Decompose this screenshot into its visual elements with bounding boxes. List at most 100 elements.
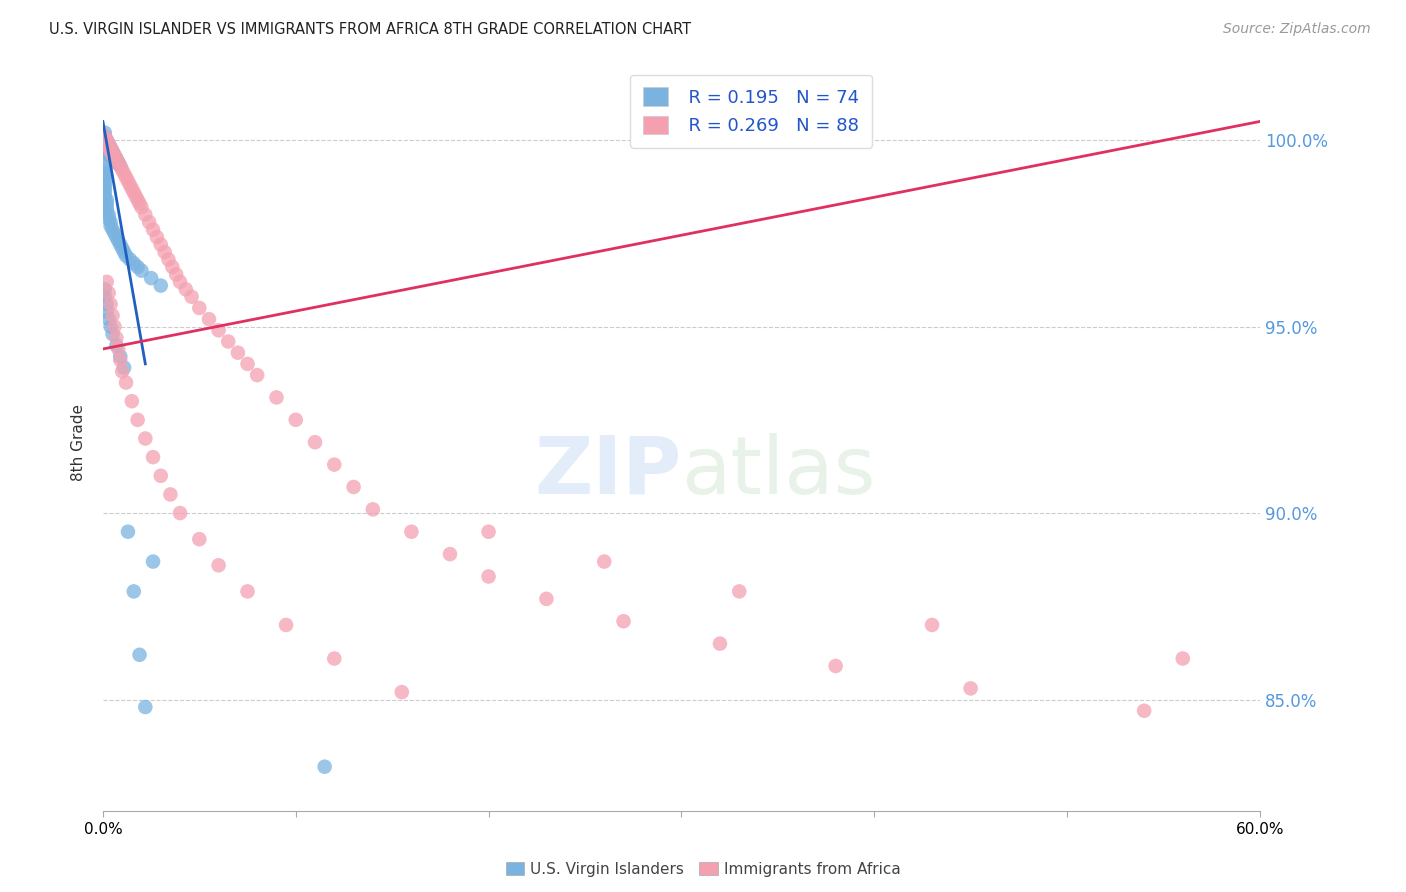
Point (149, 278, 172, 293)
Point (165, 268, 187, 282)
Point (246, 368, 269, 382)
Point (128, 196, 150, 211)
Point (1171, 651, 1194, 665)
Point (107, 234, 129, 248)
Point (94, 136, 117, 151)
Point (612, 614, 634, 628)
Legend:   R = 0.195   N = 74,   R = 0.269   N = 88: R = 0.195 N = 74, R = 0.269 N = 88 (630, 75, 872, 147)
Point (96, 140, 118, 154)
Point (103, 227, 125, 241)
Point (127, 193, 149, 207)
Point (94, 145, 117, 159)
Point (96, 133, 118, 147)
Point (131, 200, 153, 214)
Point (96, 204, 118, 219)
Point (111, 241, 134, 255)
Point (128, 648, 150, 662)
Point (709, 637, 731, 651)
Point (103, 148, 125, 162)
Point (110, 159, 132, 173)
Point (125, 189, 148, 203)
Point (96, 297, 118, 311)
Point (198, 312, 221, 326)
Point (274, 618, 297, 632)
Point (146, 230, 169, 244)
Point (127, 260, 149, 274)
Point (207, 558, 229, 573)
Point (139, 271, 162, 285)
Point (188, 301, 211, 315)
Point (284, 413, 307, 427)
Point (97, 140, 120, 154)
Point (118, 178, 141, 192)
Point (477, 524, 499, 539)
Point (100, 219, 122, 233)
Point (101, 309, 124, 323)
Point (391, 685, 413, 699)
Point (236, 357, 259, 371)
Point (117, 174, 139, 188)
Point (100, 319, 122, 334)
Point (180, 290, 202, 304)
Point (121, 181, 143, 195)
Point (101, 326, 124, 341)
Point (96, 193, 118, 207)
Point (207, 323, 229, 337)
Point (157, 252, 180, 267)
Point (959, 681, 981, 696)
Point (149, 468, 172, 483)
Point (127, 413, 149, 427)
Point (188, 532, 211, 546)
Point (100, 145, 122, 159)
Point (94, 163, 117, 178)
Point (100, 148, 122, 162)
Point (174, 282, 197, 296)
Point (97, 208, 120, 222)
Point (921, 618, 943, 632)
Point (159, 487, 181, 501)
Point (401, 524, 423, 539)
Point (94, 133, 117, 147)
Text: U.S. VIRGIN ISLANDER VS IMMIGRANTS FROM AFRICA 8TH GRADE CORRELATION CHART: U.S. VIRGIN ISLANDER VS IMMIGRANTS FROM … (49, 22, 692, 37)
Point (100, 140, 122, 154)
Point (94, 170, 117, 185)
Point (94, 186, 117, 200)
Point (94, 126, 117, 140)
Point (101, 152, 124, 166)
Point (122, 186, 145, 200)
Point (97, 136, 120, 151)
Point (94, 167, 117, 181)
Point (105, 230, 128, 244)
Point (314, 760, 336, 774)
Point (97, 211, 120, 226)
Point (217, 334, 239, 349)
Point (112, 245, 135, 260)
Point (97, 140, 120, 154)
Point (323, 458, 346, 472)
Point (105, 155, 128, 169)
Point (112, 360, 135, 375)
Point (105, 152, 128, 166)
Point (96, 275, 118, 289)
Point (105, 331, 128, 345)
Point (142, 222, 165, 236)
Point (101, 148, 124, 162)
Point (103, 152, 125, 166)
Point (103, 148, 125, 162)
Point (323, 651, 346, 665)
Point (96, 148, 118, 162)
Point (110, 159, 132, 173)
Point (94, 189, 117, 203)
Point (105, 338, 128, 352)
Point (107, 342, 129, 356)
Point (94, 133, 117, 147)
Point (122, 584, 145, 599)
Point (101, 222, 124, 236)
Point (439, 547, 461, 561)
Point (97, 145, 120, 159)
Point (107, 155, 129, 169)
Point (94, 129, 117, 144)
Point (94, 140, 117, 154)
Point (101, 145, 124, 159)
Point (149, 237, 172, 252)
